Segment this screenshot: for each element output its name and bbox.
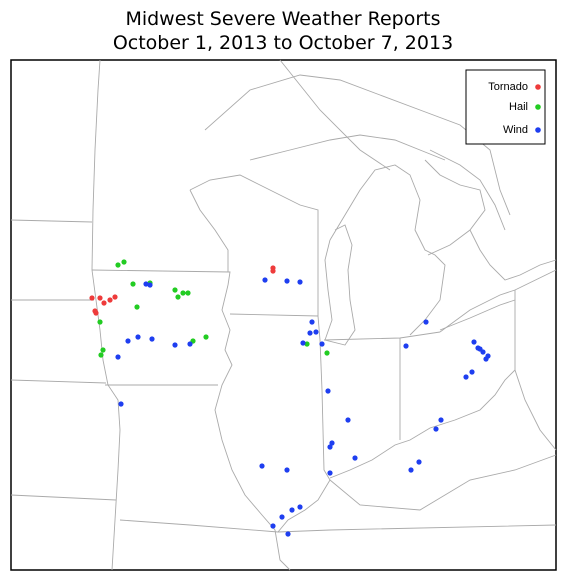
legend-box: [465, 69, 546, 145]
wind-report: [438, 417, 444, 423]
wind-report: [485, 353, 491, 359]
wind-report: [309, 319, 315, 325]
wind-report: [307, 330, 313, 336]
wind-report: [125, 338, 131, 344]
wind-report: [325, 388, 331, 394]
wind-report: [279, 514, 285, 520]
wind-report: [345, 417, 351, 423]
wind-report: [172, 342, 178, 348]
hail-report: [180, 290, 186, 296]
wind-report: [284, 467, 290, 473]
wind-report: [469, 369, 475, 375]
wind-report: [408, 467, 414, 473]
hail-report: [98, 352, 104, 358]
hail-report: [100, 347, 106, 353]
hail-report: [130, 281, 136, 287]
legend-swatch: [535, 104, 541, 110]
map-borders: [10, 59, 557, 571]
wind-report: [463, 374, 469, 380]
wind-report: [471, 339, 477, 345]
hail-report: [175, 294, 181, 300]
hail-report: [324, 350, 330, 356]
wind-report: [313, 329, 319, 335]
tornado-report: [101, 300, 107, 306]
wind-report: [297, 504, 303, 510]
hail-report: [203, 334, 209, 340]
legend: Tornado Hail Wind: [488, 81, 541, 136]
wind-report: [143, 281, 149, 287]
title-line: Midwest Severe Weather Reports: [125, 8, 440, 30]
wind-report: [135, 334, 141, 340]
tornado-report: [97, 295, 103, 301]
wind-report: [480, 349, 486, 355]
legend-label: Wind: [503, 124, 528, 136]
wind-report: [433, 426, 439, 432]
tornado-report: [270, 268, 276, 274]
wind-report: [284, 278, 290, 284]
wind-report: [115, 354, 121, 360]
wind-report: [416, 459, 422, 465]
wind-report: [327, 470, 333, 476]
legend-swatch: [535, 127, 541, 133]
tornado-report: [112, 294, 118, 300]
wind-report: [300, 340, 306, 346]
hail-report: [185, 290, 191, 296]
report-dots: [89, 259, 491, 537]
hail-report: [97, 319, 103, 325]
hail-report: [115, 262, 121, 268]
wind-report: [352, 455, 358, 461]
tornado-report: [107, 297, 113, 303]
wind-report: [270, 523, 276, 529]
hail-report: [172, 287, 178, 293]
hail-report: [134, 304, 140, 310]
tornado-report: [92, 308, 98, 314]
wind-report: [285, 531, 291, 537]
legend-label: Hail: [509, 101, 528, 113]
title-line: October 1, 2013 to October 7, 2013: [113, 32, 453, 54]
legend-swatch: [535, 84, 541, 90]
hail-report: [121, 259, 127, 265]
legend-label: Tornado: [488, 81, 528, 93]
wind-report: [118, 401, 124, 407]
wind-report: [327, 444, 333, 450]
tornado-report: [89, 295, 95, 301]
wind-report: [289, 507, 295, 513]
wind-report: [259, 463, 265, 469]
wind-report: [403, 343, 409, 349]
hail-report: [304, 341, 310, 347]
wind-report: [297, 279, 303, 285]
wind-report: [423, 319, 429, 325]
wind-report: [329, 440, 335, 446]
wind-report: [149, 336, 155, 342]
wind-report: [147, 282, 153, 288]
wind-report: [262, 277, 268, 283]
wind-report: [187, 341, 193, 347]
wind-report: [319, 341, 325, 347]
